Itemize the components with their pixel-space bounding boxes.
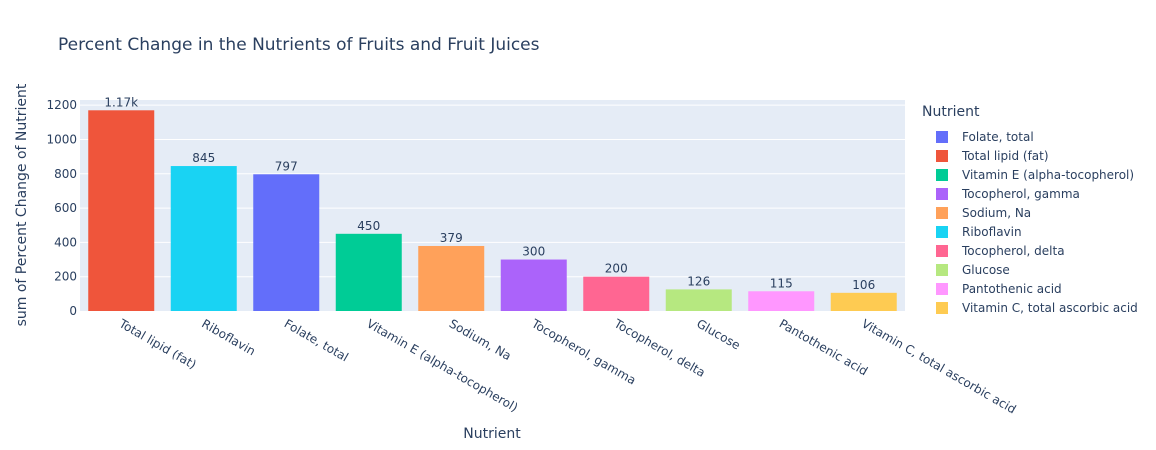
- data-label: 300: [522, 245, 545, 259]
- bar: [335, 233, 402, 311]
- bars: [88, 110, 897, 311]
- legend-label: Tocopherol, gamma: [962, 186, 1080, 201]
- y-tick-label: 0: [69, 304, 77, 318]
- legend-label: Glucose: [962, 262, 1010, 277]
- bar: [583, 276, 650, 311]
- legend-swatch: [936, 282, 948, 295]
- legend-label: Sodium, Na: [962, 205, 1032, 220]
- legend-swatch: [936, 301, 948, 314]
- data-label: 450: [357, 219, 380, 233]
- data-label: 1.17k: [104, 95, 138, 109]
- x-tick-label: Vitamin E (alpha-tocopherol): [364, 316, 520, 414]
- legend-title: Nutrient: [922, 104, 980, 120]
- legend-items: Folate, total Total lipid (fat) Vitamin E …: [922, 127, 1138, 317]
- legend-item[interactable]: Total lipid (fat): [922, 146, 1138, 165]
- legend-swatch: [936, 244, 948, 257]
- legend-item[interactable]: Pantothenic acid: [922, 279, 1138, 298]
- bar: [418, 245, 485, 311]
- x-tick-label: Riboflavin: [199, 316, 258, 358]
- y-tick-label: 400: [54, 235, 77, 249]
- legend-swatch: [936, 225, 948, 238]
- data-label: 200: [605, 262, 628, 276]
- legend-item[interactable]: Vitamin E (alpha-tocopherol): [922, 165, 1138, 184]
- legend-swatch: [936, 149, 948, 162]
- x-tick-label: Vitamin C, total ascorbic acid: [859, 316, 1018, 416]
- x-tick-label: Total lipid (fat): [116, 316, 199, 372]
- legend-label: Vitamin C, total ascorbic acid: [962, 300, 1138, 315]
- y-tick-label: 1200: [46, 98, 77, 112]
- legend-swatch: [936, 187, 948, 200]
- bar: [253, 174, 320, 311]
- legend-swatch: [936, 206, 948, 219]
- bar: [500, 259, 567, 311]
- legend-swatch: [936, 263, 948, 276]
- legend-item[interactable]: Vitamin C, total ascorbic acid: [922, 298, 1138, 317]
- data-label: 845: [192, 151, 215, 165]
- legend-label: Folate, total: [962, 129, 1034, 144]
- x-tick-label: Pantothenic acid: [777, 316, 870, 378]
- y-tick-label: 600: [54, 201, 77, 215]
- legend: Nutrient Folate, total Total lipid (fat) V…: [922, 104, 1138, 317]
- gridlines: [80, 104, 905, 278]
- chart-title: Percent Change in the Nutrients of Fruit…: [58, 35, 540, 55]
- legend-item[interactable]: Riboflavin: [922, 222, 1138, 241]
- data-labels: 1.17k 845 797 450 379 300 200 126 115 106: [104, 95, 875, 292]
- x-tick-label: Sodium, Na: [447, 316, 514, 363]
- bar: [170, 166, 237, 311]
- x-axis-title: Nutrient: [463, 426, 521, 442]
- y-tick-label: 1000: [46, 132, 77, 146]
- bar: [830, 292, 897, 311]
- legend-item[interactable]: Folate, total: [922, 127, 1138, 146]
- data-label: 115: [770, 276, 793, 290]
- bar: [88, 110, 155, 311]
- y-axis-title: sum of Percent Change of Nutrient: [14, 83, 30, 326]
- y-tick-label: 800: [54, 167, 77, 181]
- x-axis-ticks: Total lipid (fat) Riboflavin Folate, total…: [116, 316, 1019, 417]
- legend-label: Total lipid (fat): [962, 148, 1049, 163]
- data-label: 126: [687, 274, 710, 288]
- legend-item[interactable]: Sodium, Na: [922, 203, 1138, 222]
- legend-swatch: [936, 130, 948, 143]
- bar: [748, 291, 815, 311]
- legend-swatch: [936, 168, 948, 181]
- legend-item[interactable]: Tocopherol, delta: [922, 241, 1138, 260]
- legend-item[interactable]: Glucose: [922, 260, 1138, 279]
- legend-item[interactable]: Tocopherol, gamma: [922, 184, 1138, 203]
- data-label: 797: [275, 159, 298, 173]
- data-label: 379: [440, 231, 463, 245]
- data-label: 106: [852, 278, 875, 292]
- y-tick-label: 200: [54, 270, 77, 284]
- y-axis-ticks: 0 200 400 600 800 1000 1200: [46, 98, 77, 318]
- bar: [665, 289, 732, 311]
- legend-label: Tocopherol, delta: [962, 243, 1065, 258]
- legend-label: Riboflavin: [962, 224, 1022, 239]
- legend-label: Pantothenic acid: [962, 281, 1062, 296]
- x-tick-label: Glucose: [694, 316, 742, 352]
- x-tick-label: Folate, total: [282, 316, 351, 364]
- legend-label: Vitamin E (alpha-tocopherol): [962, 167, 1135, 182]
